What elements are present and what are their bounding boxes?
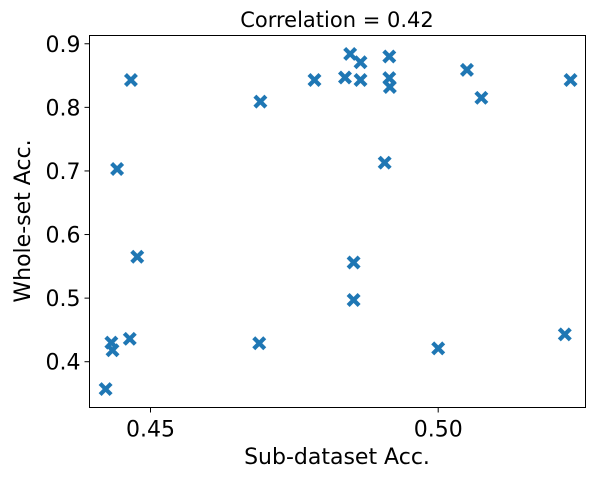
x-tick-label: 0.45 bbox=[126, 418, 175, 443]
data-point-marker bbox=[377, 155, 392, 170]
data-point-marker bbox=[557, 327, 572, 342]
data-point-marker bbox=[382, 80, 397, 94]
y-tick-label: 0.8 bbox=[46, 96, 81, 121]
tick-group: 0.45 0.50 0.4 0.5 0.6 0.7 0.8 0.9 bbox=[46, 33, 463, 443]
y-tick-label: 0.6 bbox=[46, 224, 81, 249]
data-point-marker bbox=[105, 343, 120, 358]
data-point-marker bbox=[353, 55, 368, 70]
data-point-marker bbox=[98, 382, 113, 397]
data-point-marker bbox=[353, 73, 368, 87]
data-point-marker bbox=[110, 162, 125, 177]
y-tick-label: 0.5 bbox=[46, 287, 81, 312]
y-tick-label: 0.7 bbox=[46, 160, 81, 185]
chart-title: Correlation = 0.42 bbox=[240, 8, 434, 32]
x-tick-label: 0.50 bbox=[414, 418, 463, 443]
x-axis-label: Sub-dataset Acc. bbox=[244, 445, 430, 470]
data-point-marker bbox=[123, 73, 138, 87]
data-point-marker bbox=[382, 49, 397, 64]
data-point-marker bbox=[122, 331, 137, 346]
y-tick-label: 0.9 bbox=[46, 33, 81, 58]
data-point-marker bbox=[431, 341, 446, 356]
data-point-marker bbox=[253, 94, 268, 109]
data-point-marker bbox=[307, 73, 322, 87]
data-point-marker bbox=[459, 62, 474, 77]
data-point-marker bbox=[346, 255, 361, 270]
points-group bbox=[98, 46, 578, 397]
data-point-marker bbox=[474, 90, 489, 105]
data-point-marker bbox=[337, 70, 352, 85]
data-point-marker bbox=[563, 73, 578, 87]
y-axis-label: Whole-set Acc. bbox=[11, 139, 36, 302]
data-point-marker bbox=[130, 249, 145, 264]
y-tick-label: 0.4 bbox=[46, 351, 81, 376]
data-point-marker bbox=[252, 336, 267, 351]
data-point-marker bbox=[343, 46, 358, 61]
plot-frame bbox=[89, 35, 586, 408]
data-point-marker bbox=[346, 293, 361, 308]
